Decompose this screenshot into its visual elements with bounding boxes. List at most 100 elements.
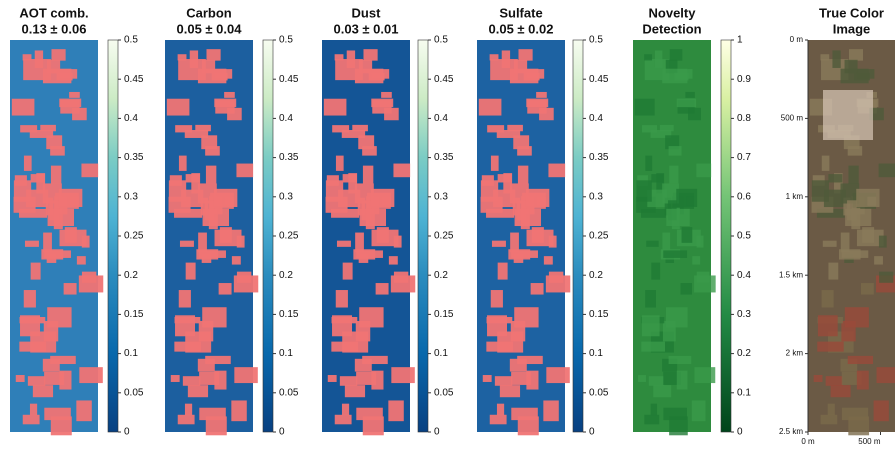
image-patch <box>848 165 859 184</box>
image-patch <box>200 197 208 216</box>
image-patch <box>489 54 499 61</box>
image-patch <box>691 400 706 422</box>
image-patch <box>841 371 862 385</box>
image-patch <box>178 155 187 171</box>
image-patch <box>644 54 653 61</box>
colorbar-tick-label: 0.15 <box>589 309 609 320</box>
colorbar-tick-label: 0.4 <box>279 113 293 124</box>
village-area <box>823 90 873 140</box>
image-patch <box>847 146 863 156</box>
map-image <box>808 40 895 436</box>
image-patch <box>79 367 103 384</box>
panel-subtitle: 0.05 ± 0.04 <box>177 21 243 36</box>
colorbar-tick-label: 0.25 <box>279 231 299 242</box>
colorbar-tick-label: 0.2 <box>589 270 603 281</box>
image-patch <box>638 375 646 382</box>
image-patch <box>358 135 375 150</box>
image-patch <box>876 367 895 384</box>
image-patch <box>44 371 65 385</box>
image-patch <box>499 385 521 398</box>
y-tick-label: 0 m <box>790 35 804 44</box>
image-patch <box>177 414 195 425</box>
colorbar-tick-label: 0.2 <box>434 270 448 281</box>
image-patch <box>205 165 217 184</box>
image-patch <box>497 262 508 280</box>
image-patch <box>650 403 658 416</box>
map-image <box>165 40 259 436</box>
image-patch <box>342 174 357 183</box>
image-patch <box>362 416 384 436</box>
colorbar-tick-label: 0.6 <box>737 191 751 202</box>
map-image <box>10 40 104 436</box>
image-patch <box>202 208 230 227</box>
image-patch <box>348 173 358 194</box>
colorbar-tick-label: 0.15 <box>434 309 454 320</box>
image-patch <box>70 196 79 206</box>
image-patch <box>225 196 234 206</box>
map-image <box>477 40 571 436</box>
image-patch <box>357 197 365 216</box>
image-patch <box>334 54 344 61</box>
image-patch <box>686 196 695 206</box>
image-patch <box>393 163 411 178</box>
image-patch <box>536 91 547 98</box>
image-patch <box>46 135 63 150</box>
image-patch <box>174 341 202 352</box>
image-patch <box>879 271 894 283</box>
image-patch <box>236 163 254 178</box>
image-patch <box>685 91 695 98</box>
image-patch <box>166 98 190 116</box>
image-patch <box>22 54 32 61</box>
image-patch <box>878 235 887 248</box>
image-patch <box>694 367 716 384</box>
image-patch <box>388 256 398 265</box>
image-patch <box>76 256 86 265</box>
colorbar-tick-label: 0.35 <box>589 152 609 163</box>
image-patch <box>487 125 505 133</box>
panel-title: Sulfate <box>499 5 542 20</box>
image-patch <box>663 250 688 258</box>
image-patch <box>856 370 869 390</box>
image-patch <box>191 173 201 194</box>
image-patch <box>29 403 38 416</box>
image-patch <box>382 196 391 206</box>
image-patch <box>651 262 661 280</box>
image-patch <box>659 124 674 132</box>
image-patch <box>663 371 681 385</box>
image-patch <box>813 375 823 382</box>
image-patch <box>50 165 62 184</box>
colorbar-tick-label: 0.15 <box>279 309 299 320</box>
image-patch <box>681 227 693 243</box>
image-patch <box>59 370 72 390</box>
image-patch <box>234 367 258 384</box>
image-patch <box>355 232 364 253</box>
image-patch <box>511 250 538 258</box>
image-patch <box>352 124 368 132</box>
image-patch <box>666 208 690 227</box>
panel-title: Novelty <box>649 5 697 20</box>
image-patch <box>362 146 377 156</box>
image-patch <box>526 370 539 390</box>
image-patch <box>393 235 402 248</box>
image-patch <box>354 183 374 204</box>
image-patch <box>362 355 388 365</box>
colorbar-tick-label: 0.1 <box>434 348 448 359</box>
image-patch <box>513 135 530 150</box>
colorbar-tick-label: 0.3 <box>737 309 751 320</box>
image-patch <box>688 107 701 121</box>
image-patch <box>820 414 838 425</box>
image-patch <box>676 370 688 390</box>
image-patch <box>823 189 846 208</box>
image-patch <box>356 371 377 385</box>
image-patch <box>219 227 232 243</box>
image-patch <box>189 50 199 68</box>
colorbar-tick-label: 0.5 <box>737 231 751 242</box>
colorbar-tick-label: 0.4 <box>589 113 603 124</box>
image-patch <box>665 135 680 150</box>
colorbar-tick-label: 0.1 <box>279 348 293 359</box>
image-patch <box>669 165 679 184</box>
image-patch <box>393 271 409 283</box>
image-patch <box>325 180 344 202</box>
